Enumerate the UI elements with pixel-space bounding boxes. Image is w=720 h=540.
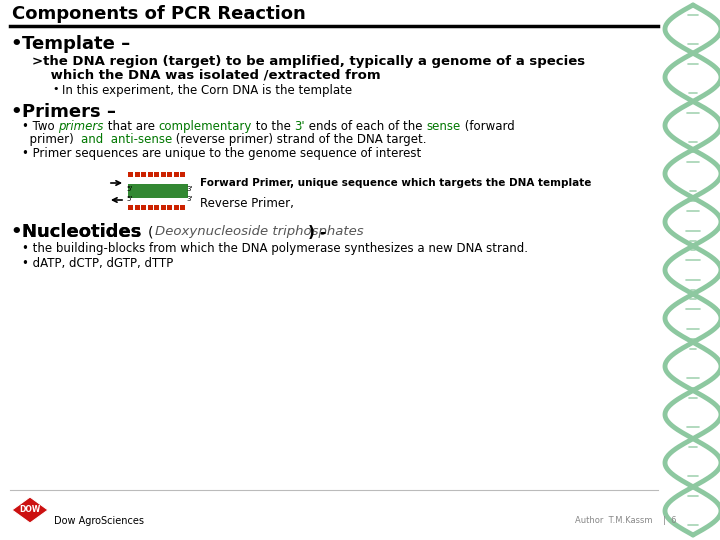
Bar — [154, 172, 159, 177]
Text: • Primer sequences are unique to the genome sequence of interest: • Primer sequences are unique to the gen… — [22, 147, 421, 160]
Text: 5': 5' — [126, 196, 132, 202]
Text: Author  T.M.Kassm    |  6: Author T.M.Kassm | 6 — [575, 516, 677, 525]
Bar — [141, 172, 146, 177]
Bar — [154, 205, 159, 210]
Text: 5': 5' — [126, 186, 132, 192]
Text: • Two: • Two — [22, 120, 58, 133]
Text: primer): primer) — [22, 133, 81, 146]
Text: ends of each of the: ends of each of the — [305, 120, 426, 133]
Bar — [135, 172, 140, 177]
Bar — [128, 191, 188, 198]
Polygon shape — [12, 497, 48, 523]
Text: >the DNA region (target) to be amplified, typically a genome of a species: >the DNA region (target) to be amplified… — [32, 55, 585, 68]
Text: Deoxynucleoside triphosphates: Deoxynucleoside triphosphates — [155, 225, 367, 238]
Bar — [148, 205, 153, 210]
Text: to the: to the — [252, 120, 294, 133]
Bar — [141, 205, 146, 210]
Text: primers: primers — [58, 120, 104, 133]
Bar — [161, 205, 166, 210]
Text: •: • — [10, 223, 22, 241]
Text: sense: sense — [426, 120, 461, 133]
Text: Primers –: Primers – — [22, 103, 116, 121]
Bar — [128, 184, 188, 191]
Text: Components of PCR Reaction: Components of PCR Reaction — [12, 5, 306, 23]
Text: 3': 3' — [186, 186, 192, 192]
Bar — [161, 172, 166, 177]
Text: 3': 3' — [186, 196, 192, 202]
Text: ) -: ) - — [308, 225, 327, 240]
Text: Reverse Primer,: Reverse Primer, — [200, 197, 294, 210]
Text: complementary: complementary — [158, 120, 252, 133]
Text: DOW: DOW — [19, 505, 40, 515]
Text: 3': 3' — [294, 120, 305, 133]
Text: Dow AgroSciences: Dow AgroSciences — [54, 516, 144, 526]
Bar — [174, 205, 179, 210]
Text: (: ( — [148, 225, 153, 239]
Bar — [167, 172, 172, 177]
Text: (reverse primer) strand of the DNA target.: (reverse primer) strand of the DNA targe… — [173, 133, 427, 146]
Bar — [148, 172, 153, 177]
Text: In this experiment, the Corn DNA is the template: In this experiment, the Corn DNA is the … — [62, 84, 352, 97]
Bar — [128, 205, 133, 210]
Text: Template –: Template – — [22, 35, 130, 53]
Text: that are: that are — [104, 120, 158, 133]
Text: •: • — [52, 84, 58, 94]
Bar — [167, 205, 172, 210]
Bar — [135, 205, 140, 210]
Text: Forward Primer, unique sequence which targets the DNA template: Forward Primer, unique sequence which ta… — [200, 178, 591, 188]
Text: which the DNA was isolated /extracted from: which the DNA was isolated /extracted fr… — [46, 69, 381, 82]
Text: and  anti-sense: and anti-sense — [81, 133, 173, 146]
Bar — [128, 172, 133, 177]
Bar — [174, 172, 179, 177]
Text: •: • — [10, 103, 22, 121]
Bar — [180, 205, 185, 210]
Text: Nucleotides: Nucleotides — [22, 223, 148, 241]
Text: (forward: (forward — [461, 120, 514, 133]
Text: Nucleotides: Nucleotides — [22, 223, 148, 241]
Bar — [180, 172, 185, 177]
Text: • the building-blocks from which the DNA polymerase synthesizes a new DNA strand: • the building-blocks from which the DNA… — [22, 242, 528, 255]
Text: •: • — [10, 35, 22, 53]
Text: • dATP, dCTP, dGTP, dTTP: • dATP, dCTP, dGTP, dTTP — [22, 257, 174, 270]
